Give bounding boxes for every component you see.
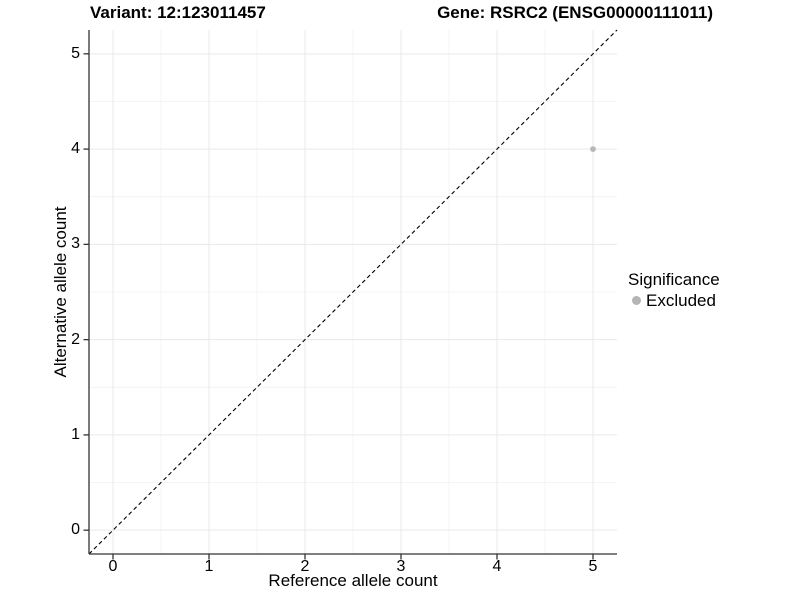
y-axis-label: Alternative allele count — [51, 206, 70, 378]
x-tick-label: 3 — [396, 558, 406, 575]
x-tick-label: 5 — [588, 558, 598, 575]
plot-canvas — [83, 29, 618, 560]
legend-title: Significance — [628, 270, 720, 289]
y-tick-label: 1 — [71, 425, 80, 443]
y-tick-label: 4 — [71, 140, 80, 158]
plot-panel — [83, 29, 618, 560]
y-tick-label: 0 — [71, 521, 80, 539]
x-tick-label: 2 — [300, 558, 310, 575]
variant-title: Variant: 12:123011457 — [90, 3, 266, 22]
x-tick-label: 4 — [492, 558, 502, 575]
legend-entries: Excluded — [628, 290, 720, 311]
legend-entry: Excluded — [628, 290, 720, 311]
identity-dashed-line — [88, 29, 618, 555]
legend-entry-label: Excluded — [646, 290, 716, 310]
y-tick-label: 5 — [71, 44, 80, 62]
y-tick-label: 3 — [71, 235, 80, 253]
x-tick-label: 1 — [204, 558, 214, 575]
legend-key-dot-icon — [632, 296, 641, 305]
gene-title: Gene: RSRC2 (ENSG00000111011) — [437, 3, 713, 22]
y-tick-label: 2 — [71, 330, 80, 348]
x-axis-label: Reference allele count — [268, 571, 438, 590]
x-tick-label: 0 — [108, 558, 118, 575]
data-point — [590, 146, 596, 152]
plot-title: Variant: 12:123011457 Gene: RSRC2 (ENSG0… — [90, 3, 713, 23]
legend: Significance Excluded — [628, 269, 720, 311]
